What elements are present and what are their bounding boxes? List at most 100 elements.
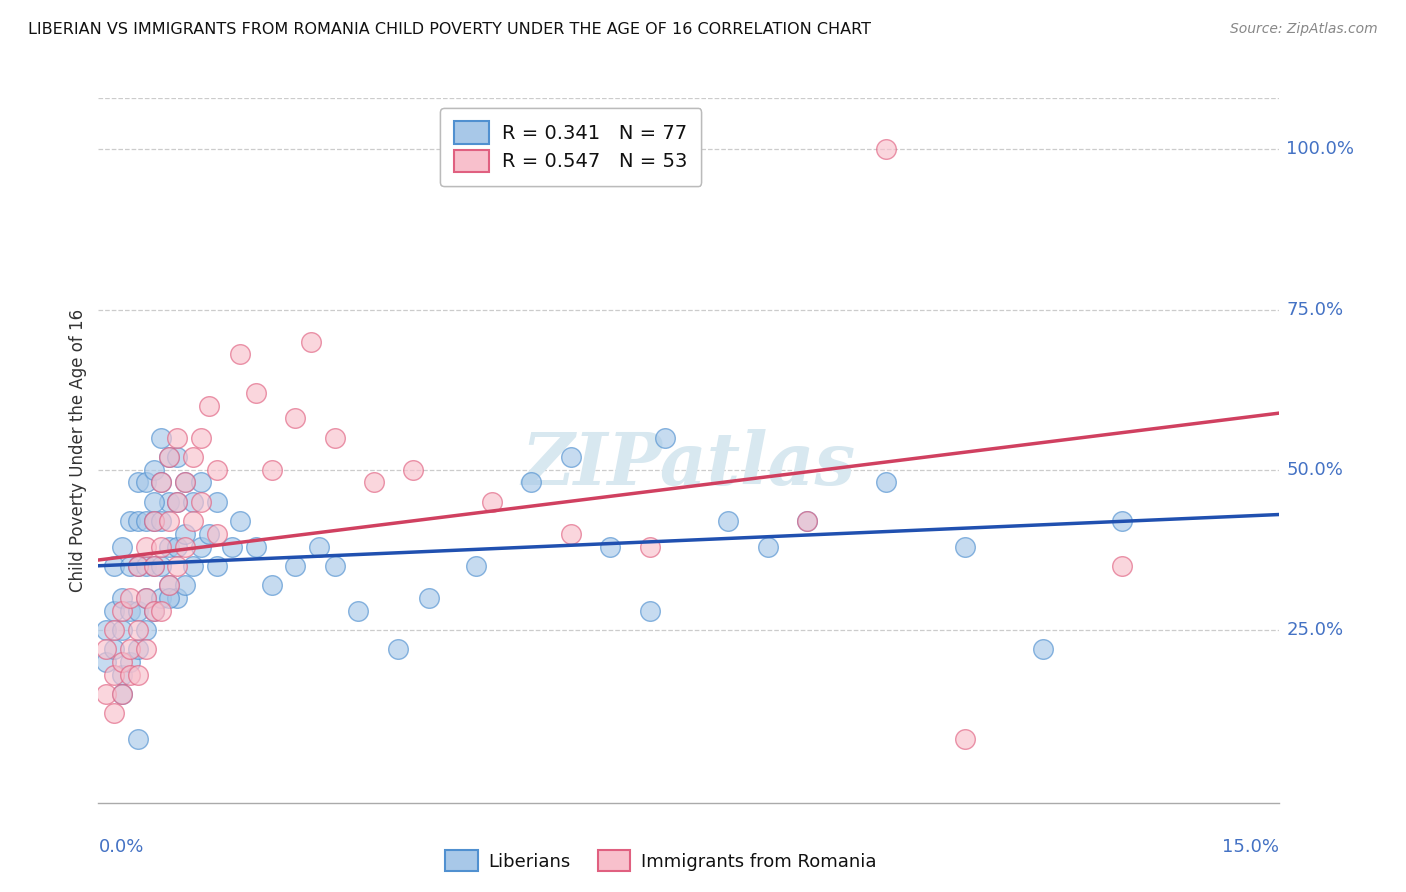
Point (205, 526, 228, 541)
Legend: R = 0.341   N = 77, R = 0.547   N = 53: R = 0.341 N = 77, R = 0.547 N = 53 (440, 108, 702, 186)
Legend: Liberians, Immigrants from Romania: Liberians, Immigrants from Romania (437, 843, 884, 879)
Point (205, 463, 228, 477)
Text: Source: ZipAtlas.com: Source: ZipAtlas.com (1230, 22, 1378, 37)
Point (205, 558, 228, 573)
Text: 75.0%: 75.0% (1286, 301, 1344, 318)
Point (118, 655, 141, 669)
Point (142, 604, 165, 618)
Text: ZIPatlas: ZIPatlas (522, 429, 856, 500)
Point (654, 431, 676, 445)
Point (111, 667, 134, 681)
Y-axis label: Child Poverty Under the Age of 16: Child Poverty Under the Age of 16 (69, 309, 87, 592)
Point (174, 526, 197, 541)
Point (118, 604, 141, 618)
Point (118, 558, 141, 573)
Point (135, 591, 157, 605)
Point (190, 431, 212, 445)
Point (142, 514, 165, 528)
Point (111, 623, 134, 637)
Point (157, 540, 180, 554)
Point (221, 540, 243, 554)
Point (1111, 558, 1133, 573)
Point (150, 558, 173, 573)
Point (135, 623, 157, 637)
Point (111, 591, 134, 605)
Point (150, 431, 173, 445)
Point (166, 431, 188, 445)
Point (363, 475, 385, 490)
Point (166, 540, 188, 554)
Point (308, 540, 330, 554)
Point (875, 142, 897, 156)
Point (127, 667, 149, 681)
Point (150, 604, 173, 618)
Point (142, 463, 165, 477)
Point (103, 642, 125, 657)
Point (150, 514, 173, 528)
Point (418, 591, 440, 605)
Point (560, 526, 582, 541)
Point (323, 431, 346, 445)
Point (520, 475, 543, 490)
Point (127, 514, 149, 528)
Point (118, 642, 141, 657)
Point (284, 411, 307, 425)
Point (142, 558, 165, 573)
Text: 100.0%: 100.0% (1286, 140, 1354, 159)
Point (103, 706, 125, 720)
Point (465, 558, 488, 573)
Point (127, 558, 149, 573)
Point (1032, 642, 1054, 657)
Point (157, 578, 180, 592)
Point (717, 514, 740, 528)
Point (135, 558, 157, 573)
Point (157, 514, 180, 528)
Point (190, 475, 212, 490)
Point (260, 463, 283, 477)
Point (1111, 514, 1133, 528)
Point (174, 475, 197, 490)
Text: 50.0%: 50.0% (1286, 460, 1343, 479)
Point (402, 463, 425, 477)
Point (142, 604, 165, 618)
Point (150, 540, 173, 554)
Point (135, 591, 157, 605)
Point (299, 334, 322, 349)
Point (174, 475, 197, 490)
Point (135, 475, 157, 490)
Point (284, 558, 307, 573)
Text: 15.0%: 15.0% (1222, 838, 1279, 855)
Point (157, 494, 180, 508)
Point (150, 475, 173, 490)
Point (127, 623, 149, 637)
Point (127, 558, 149, 573)
Point (953, 731, 976, 746)
Point (103, 558, 125, 573)
Point (96, 655, 118, 669)
Point (166, 591, 188, 605)
Point (229, 347, 252, 361)
Point (205, 494, 228, 508)
Point (560, 450, 582, 464)
Point (181, 494, 204, 508)
Point (127, 642, 149, 657)
Point (260, 578, 283, 592)
Text: LIBERIAN VS IMMIGRANTS FROM ROMANIA CHILD POVERTY UNDER THE AGE OF 16 CORRELATIO: LIBERIAN VS IMMIGRANTS FROM ROMANIA CHIL… (28, 22, 872, 37)
Point (174, 540, 197, 554)
Point (229, 514, 252, 528)
Point (245, 540, 267, 554)
Point (96, 642, 118, 657)
Point (118, 514, 141, 528)
Point (166, 450, 188, 464)
Point (127, 475, 149, 490)
Point (166, 494, 188, 508)
Point (245, 385, 267, 400)
Point (103, 623, 125, 637)
Point (197, 526, 219, 541)
Point (638, 604, 661, 618)
Point (142, 514, 165, 528)
Point (638, 540, 661, 554)
Point (118, 591, 141, 605)
Point (111, 655, 134, 669)
Point (796, 514, 818, 528)
